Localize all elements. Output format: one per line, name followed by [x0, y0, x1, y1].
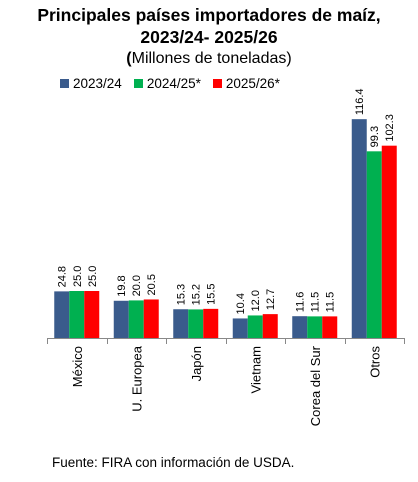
data-label: 99.3: [369, 126, 381, 147]
data-label: 15.5: [206, 283, 218, 304]
data-label: 19.8: [116, 275, 128, 296]
category-label: Vietnam: [248, 346, 263, 393]
data-label: 15.2: [191, 284, 203, 305]
bar: [203, 308, 219, 338]
legend-label-2025: 2025/26*: [225, 76, 280, 91]
bar: [173, 309, 189, 338]
data-label: 24.8: [57, 266, 69, 287]
category-label: U. Europea: [129, 345, 144, 412]
bar: [128, 300, 144, 338]
data-label: 12.0: [250, 290, 262, 311]
bar: [292, 316, 308, 338]
subtitle-paren: (: [126, 50, 132, 67]
data-label: 11.6: [295, 292, 307, 313]
bar: [322, 316, 338, 338]
bar: [143, 299, 159, 338]
chart-title-line1: Principales países importadores de maíz,: [37, 5, 381, 25]
bar: [381, 145, 397, 338]
bar: [84, 291, 100, 338]
bar: [69, 291, 85, 338]
bar: [54, 291, 70, 338]
chart-title-line2: 2023/24- 2025/26: [140, 27, 278, 47]
bar: [262, 314, 278, 338]
data-label: 116.4: [354, 88, 366, 115]
data-label: 15.3: [176, 284, 188, 305]
bar: [232, 318, 248, 338]
data-label: 11.5: [325, 292, 337, 313]
legend-label-2024: 2024/25*: [146, 76, 201, 91]
data-label: 20.0: [131, 275, 143, 296]
data-label: 25.0: [72, 266, 84, 287]
subtitle-text: Millones de toneladas): [131, 50, 292, 67]
legend-item-2024: 2024/25*: [133, 76, 201, 91]
data-label: 102.3: [384, 114, 396, 142]
category-label: Otros: [367, 346, 382, 378]
data-label: 11.5: [310, 292, 322, 313]
source-note: Fuente: FIRA con información de USDA.: [52, 455, 295, 470]
category-label: México: [70, 346, 85, 387]
category-label: Japón: [189, 346, 204, 381]
legend-swatch-2023: [60, 79, 69, 88]
legend-item-2023: 2023/24: [60, 76, 122, 91]
data-label: 12.7: [265, 289, 277, 310]
legend-swatch-2024: [133, 79, 143, 88]
bar: [113, 300, 129, 338]
bar: [247, 315, 263, 338]
data-label: 20.5: [146, 274, 158, 295]
legend-swatch-2025: [212, 79, 222, 88]
bar: [366, 151, 382, 338]
data-label: 25.0: [87, 266, 99, 287]
category-label: Corea del Sur: [308, 345, 323, 426]
data-label: 10.4: [235, 293, 247, 314]
legend-item-2025: 2025/26*: [212, 76, 280, 91]
chart-subtitle: (Millones de toneladas): [0, 49, 418, 69]
legend-label-2023: 2023/24: [73, 76, 122, 91]
bar: [351, 119, 367, 338]
bar: [307, 316, 323, 338]
bar: [188, 309, 204, 338]
legend: 2023/24 2024/25* 2025/26*: [60, 76, 292, 91]
